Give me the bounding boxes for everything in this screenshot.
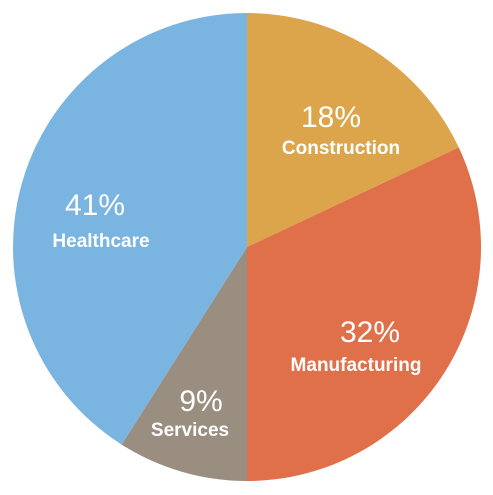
slice-category-label-services: Services: [151, 420, 229, 441]
pie-slice-services: [121, 247, 247, 481]
pie-slice-healthcare: [13, 13, 247, 445]
slice-category-label-healthcare: Healthcare: [52, 231, 149, 252]
slice-category-label-manufacturing: Manufacturing: [291, 355, 422, 376]
pie-slice-construction: [247, 13, 459, 247]
slice-value-label-healthcare: 41%: [65, 189, 125, 222]
pie-slices: [13, 13, 481, 481]
pie-slice-manufacturing: [247, 147, 481, 481]
slice-value-label-services: 9%: [179, 385, 222, 418]
slice-value-label-construction: 18%: [301, 101, 361, 134]
slice-category-label-construction: Construction: [282, 138, 400, 159]
slice-value-label-manufacturing: 32%: [340, 316, 400, 349]
